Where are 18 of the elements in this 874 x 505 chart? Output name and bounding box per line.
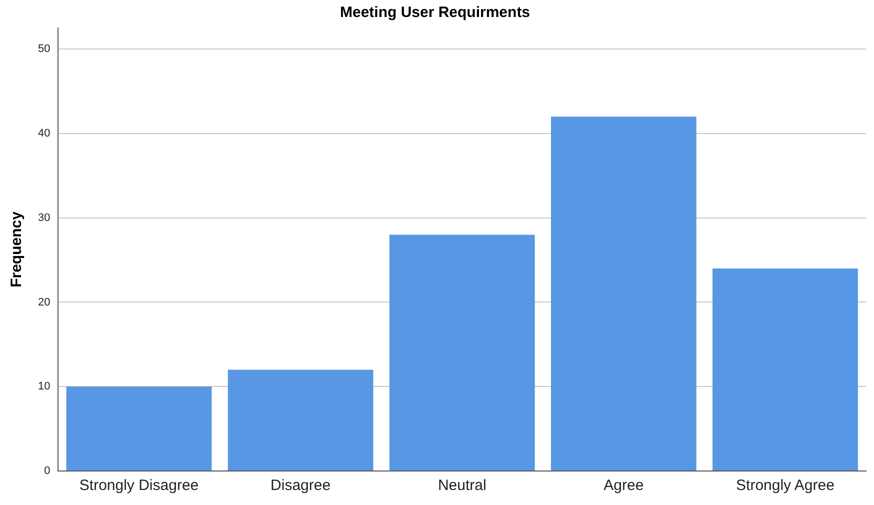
y-tick-label: 20 (38, 296, 50, 308)
chart-title: Meeting User Requirments (340, 4, 530, 22)
x-tick-label: Strongly Disagree (79, 477, 199, 494)
y-tick-label: 30 (38, 212, 50, 224)
bar (712, 268, 858, 470)
y-axis-title: Frequency (8, 210, 26, 288)
y-tick-label: 10 (38, 380, 50, 393)
y-tick-label: 40 (38, 128, 50, 140)
bar (389, 234, 535, 470)
x-tick-label: Agree (604, 477, 644, 494)
bar (66, 386, 212, 470)
y-tick-label: 50 (38, 43, 50, 56)
bar (228, 370, 374, 470)
bar (550, 116, 696, 470)
y-tick-label: 0 (44, 465, 50, 478)
x-tick-label: Neutral (438, 477, 486, 494)
x-tick-label: Disagree (270, 477, 331, 494)
x-tick-label: Strongly Agree (736, 477, 834, 494)
